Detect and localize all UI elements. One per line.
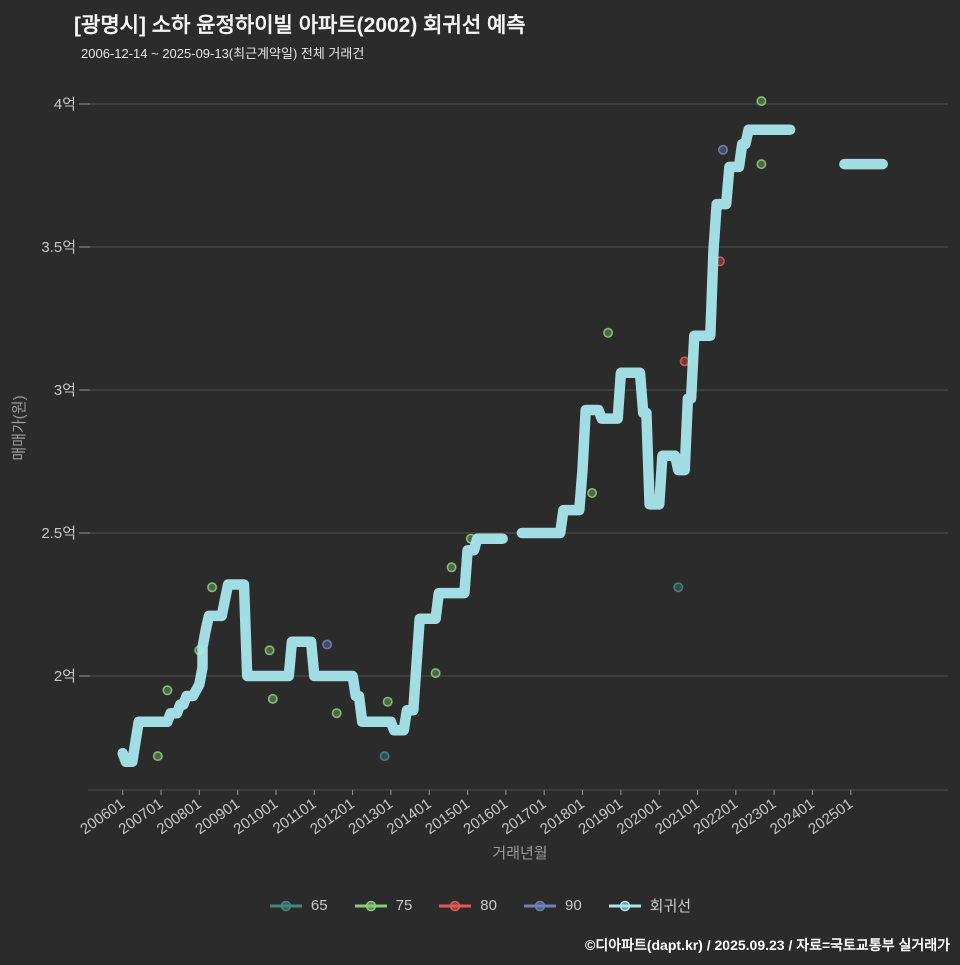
legend-label: 65 xyxy=(310,897,328,914)
scatter-series-65 xyxy=(379,582,684,762)
x-axis: 2006012007012008012009012010012011012012… xyxy=(77,789,948,838)
y-axis-title: 매매가(원) xyxy=(11,395,28,461)
legend-label: 80 xyxy=(480,897,497,914)
data-point xyxy=(430,668,441,679)
data-point xyxy=(379,751,390,762)
legend-marker-icon xyxy=(523,900,556,911)
legend: 65 75 80 90 회귀선 xyxy=(0,895,960,916)
x-tick-label: 201001 xyxy=(231,795,282,838)
legend-marker-icon xyxy=(269,900,302,911)
data-point xyxy=(264,645,275,656)
legend-label: 75 xyxy=(395,897,413,914)
data-point xyxy=(717,144,728,155)
legend-item-80[interactable]: 80 xyxy=(438,897,497,914)
data-point xyxy=(673,582,684,593)
x-tick-label: 202501 xyxy=(805,795,856,838)
legend-item-회귀선[interactable]: 회귀선 xyxy=(608,895,691,916)
data-point xyxy=(267,693,278,704)
data-point xyxy=(587,487,598,498)
regression-line xyxy=(117,124,888,768)
y-tick-label: 4억 xyxy=(54,96,76,113)
regression-segment xyxy=(516,124,796,539)
data-point xyxy=(207,582,218,593)
legend-marker-icon xyxy=(608,900,641,911)
legend-item-75[interactable]: 75 xyxy=(354,897,413,914)
chart-subtitle: 2006-12-14 ~ 2025-09-13(최근계약일) 전체 거래건 xyxy=(81,46,365,61)
legend-label: 90 xyxy=(564,897,582,914)
legend-marker-icon xyxy=(354,900,387,911)
x-axis-title: 거래년월 xyxy=(492,845,548,862)
data-point xyxy=(756,159,767,170)
data-point xyxy=(603,327,614,338)
footer-credit: ©디아파트(dapt.kr) / 2025.09.23 / 자료=국토교통부 실… xyxy=(585,937,950,953)
data-point xyxy=(152,751,163,762)
data-point xyxy=(446,562,457,573)
data-point xyxy=(331,708,342,719)
regression-segment xyxy=(117,533,508,768)
scatter-series-75 xyxy=(152,96,767,762)
scatter-series-90 xyxy=(322,144,728,650)
legend-item-90[interactable]: 90 xyxy=(523,897,582,914)
y-tick-label: 3.5억 xyxy=(41,239,76,256)
legend-marker-icon xyxy=(439,900,472,911)
data-point xyxy=(756,96,767,107)
data-point xyxy=(322,639,333,650)
gridlines: 2억 2.5억 3억 3.5억 4억 xyxy=(41,96,948,685)
y-tick-label: 3억 xyxy=(54,382,76,399)
legend-label: 회귀선 xyxy=(649,898,692,915)
y-tick-label: 2억 xyxy=(54,668,76,685)
legend-item-65[interactable]: 65 xyxy=(269,897,328,914)
data-point xyxy=(382,696,393,707)
data-point xyxy=(162,685,173,696)
chart-title: [광명시] 소하 윤정하이빌 아파트(2002) 회귀선 예측 xyxy=(74,14,526,37)
y-tick-label: 2.5억 xyxy=(41,525,76,542)
